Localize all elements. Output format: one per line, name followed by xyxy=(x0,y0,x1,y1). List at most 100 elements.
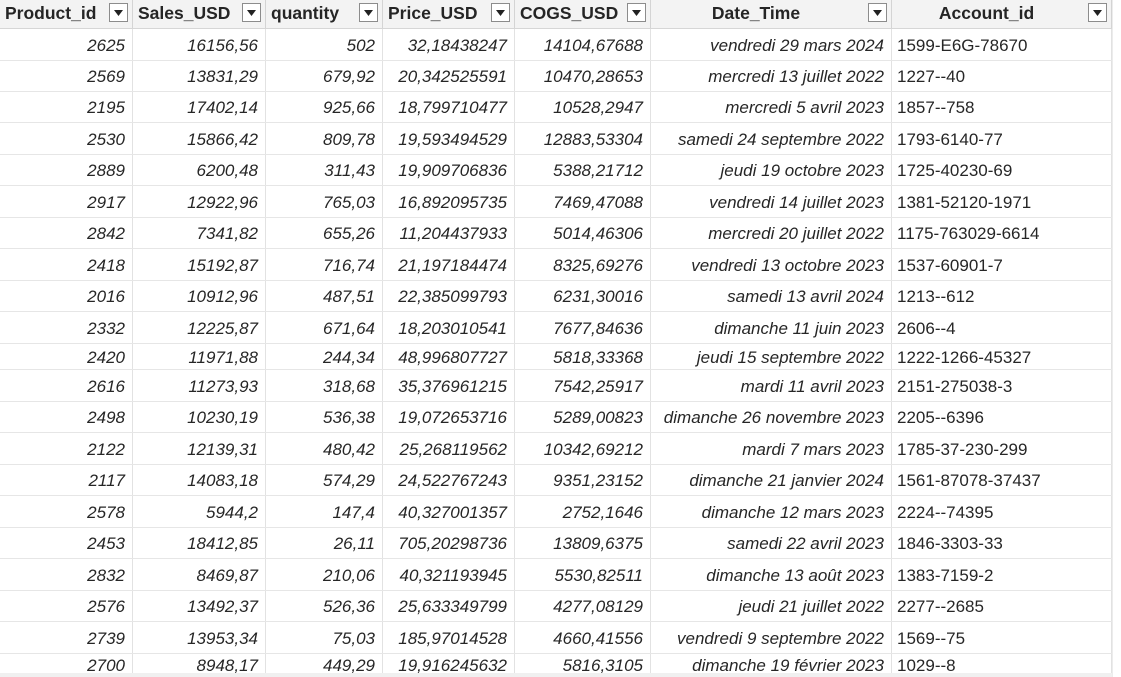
cell-date-time[interactable]: mardi 7 mars 2023 xyxy=(651,433,892,464)
cell-price-usd[interactable]: 18,799710477 xyxy=(383,92,515,122)
cell-quantity[interactable]: 487,51 xyxy=(266,281,383,311)
table-row[interactable]: 2832 8469,87 210,06 40,321193945 5530,82511 d… xyxy=(0,559,1112,591)
cell-product-id[interactable]: 2576 xyxy=(0,591,133,621)
table-row[interactable]: 2016 10912,96 487,51 22,385099793 6231,30016… xyxy=(0,281,1112,312)
cell-account-id[interactable]: 2151-275038-3 xyxy=(892,370,1112,401)
column-header-account-id[interactable]: Account_id xyxy=(892,0,1112,28)
cell-cogs-usd[interactable]: 5014,46306 xyxy=(515,218,651,248)
cell-cogs-usd[interactable]: 4277,08129 xyxy=(515,591,651,621)
table-row[interactable]: 2576 13492,37 526,36 25,633349799 4277,08129… xyxy=(0,591,1112,622)
cell-price-usd[interactable]: 19,593494529 xyxy=(383,123,515,154)
table-row[interactable]: 2332 12225,87 671,64 18,203010541 7677,84636… xyxy=(0,312,1112,344)
cell-account-id[interactable]: 1785-37-230-299 xyxy=(892,433,1112,464)
cell-price-usd[interactable]: 705,20298736 xyxy=(383,528,515,558)
table-row[interactable]: 2625 16156,56 502 32,18438247 14104,67688 ven… xyxy=(0,29,1112,61)
table-row[interactable]: 2195 17402,14 925,66 18,799710477 10528,2947… xyxy=(0,92,1112,123)
column-header-price-usd[interactable]: Price_USD xyxy=(383,0,515,28)
cell-product-id[interactable]: 2917 xyxy=(0,186,133,217)
filter-dropdown-button[interactable] xyxy=(359,3,378,22)
cell-product-id[interactable]: 2530 xyxy=(0,123,133,154)
cell-quantity[interactable]: 318,68 xyxy=(266,370,383,401)
cell-account-id[interactable]: 2277--2685 xyxy=(892,591,1112,621)
cell-sales-usd[interactable]: 11273,93 xyxy=(133,370,266,401)
cell-product-id[interactable]: 2122 xyxy=(0,433,133,464)
column-header-quantity[interactable]: quantity xyxy=(266,0,383,28)
cell-account-id[interactable]: 1222-1266-45327 xyxy=(892,344,1112,369)
cell-product-id[interactable]: 2195 xyxy=(0,92,133,122)
cell-quantity[interactable]: 449,29 xyxy=(266,654,383,675)
cell-product-id[interactable]: 2832 xyxy=(0,559,133,590)
cell-cogs-usd[interactable]: 10342,69212 xyxy=(515,433,651,464)
cell-sales-usd[interactable]: 18412,85 xyxy=(133,528,266,558)
column-header-cogs-usd[interactable]: COGS_USD xyxy=(515,0,651,28)
cell-price-usd[interactable]: 40,321193945 xyxy=(383,559,515,590)
cell-price-usd[interactable]: 19,909706836 xyxy=(383,155,515,185)
cell-product-id[interactable]: 2418 xyxy=(0,249,133,280)
table-row[interactable]: 2842 7341,82 655,26 11,204437933 5014,46306 m… xyxy=(0,218,1112,249)
cell-quantity[interactable]: 809,78 xyxy=(266,123,383,154)
cell-sales-usd[interactable]: 12922,96 xyxy=(133,186,266,217)
table-row[interactable]: 2420 11971,88 244,34 48,996807727 5818,33368… xyxy=(0,344,1112,370)
cell-quantity[interactable]: 75,03 xyxy=(266,622,383,653)
column-header-date-time[interactable]: Date_Time xyxy=(651,0,892,28)
cell-quantity[interactable]: 671,64 xyxy=(266,312,383,343)
cell-sales-usd[interactable]: 10912,96 xyxy=(133,281,266,311)
cell-date-time[interactable]: dimanche 19 février 2023 xyxy=(651,654,892,675)
cell-sales-usd[interactable]: 13831,29 xyxy=(133,61,266,91)
cell-product-id[interactable]: 2842 xyxy=(0,218,133,248)
table-row[interactable]: 2569 13831,29 679,92 20,342525591 10470,2865… xyxy=(0,61,1112,92)
cell-sales-usd[interactable]: 11971,88 xyxy=(133,344,266,369)
cell-date-time[interactable]: vendredi 9 septembre 2022 xyxy=(651,622,892,653)
cell-sales-usd[interactable]: 10230,19 xyxy=(133,402,266,432)
cell-price-usd[interactable]: 22,385099793 xyxy=(383,281,515,311)
cell-price-usd[interactable]: 32,18438247 xyxy=(383,29,515,60)
cell-price-usd[interactable]: 40,327001357 xyxy=(383,496,515,527)
cell-cogs-usd[interactable]: 10528,2947 xyxy=(515,92,651,122)
cell-product-id[interactable]: 2616 xyxy=(0,370,133,401)
cell-product-id[interactable]: 2332 xyxy=(0,312,133,343)
cell-date-time[interactable]: mercredi 13 juillet 2022 xyxy=(651,61,892,91)
cell-cogs-usd[interactable]: 5289,00823 xyxy=(515,402,651,432)
cell-account-id[interactable]: 1381-52120-1971 xyxy=(892,186,1112,217)
cell-sales-usd[interactable]: 17402,14 xyxy=(133,92,266,122)
cell-date-time[interactable]: vendredi 13 octobre 2023 xyxy=(651,249,892,280)
cell-sales-usd[interactable]: 14083,18 xyxy=(133,465,266,495)
cell-product-id[interactable]: 2453 xyxy=(0,528,133,558)
table-row[interactable]: 2122 12139,31 480,42 25,268119562 10342,6921… xyxy=(0,433,1112,465)
cell-cogs-usd[interactable]: 10470,28653 xyxy=(515,61,651,91)
table-row[interactable]: 2700 8948,17 449,29 19,916245632 5816,3105 di… xyxy=(0,654,1112,676)
cell-product-id[interactable]: 2498 xyxy=(0,402,133,432)
table-row[interactable]: 2578 5944,2 147,4 40,327001357 2752,1646 dima… xyxy=(0,496,1112,528)
cell-sales-usd[interactable]: 15192,87 xyxy=(133,249,266,280)
cell-cogs-usd[interactable]: 8325,69276 xyxy=(515,249,651,280)
cell-date-time[interactable]: samedi 24 septembre 2022 xyxy=(651,123,892,154)
cell-cogs-usd[interactable]: 7542,25917 xyxy=(515,370,651,401)
cell-quantity[interactable]: 210,06 xyxy=(266,559,383,590)
cell-product-id[interactable]: 2578 xyxy=(0,496,133,527)
cell-quantity[interactable]: 311,43 xyxy=(266,155,383,185)
table-row[interactable]: 2917 12922,96 765,03 16,892095735 7469,47088… xyxy=(0,186,1112,218)
filter-dropdown-button[interactable] xyxy=(242,3,261,22)
table-row[interactable]: 2418 15192,87 716,74 21,197184474 8325,69276… xyxy=(0,249,1112,281)
cell-price-usd[interactable]: 11,204437933 xyxy=(383,218,515,248)
cell-cogs-usd[interactable]: 14104,67688 xyxy=(515,29,651,60)
cell-account-id[interactable]: 1561-87078-37437 xyxy=(892,465,1112,495)
cell-account-id[interactable]: 2606--4 xyxy=(892,312,1112,343)
cell-quantity[interactable]: 655,26 xyxy=(266,218,383,248)
table-row[interactable]: 2117 14083,18 574,29 24,522767243 9351,23152… xyxy=(0,465,1112,496)
cell-date-time[interactable]: vendredi 14 juillet 2023 xyxy=(651,186,892,217)
cell-date-time[interactable]: vendredi 29 mars 2024 xyxy=(651,29,892,60)
cell-account-id[interactable]: 1537-60901-7 xyxy=(892,249,1112,280)
cell-cogs-usd[interactable]: 2752,1646 xyxy=(515,496,651,527)
cell-account-id[interactable]: 1227--40 xyxy=(892,61,1112,91)
horizontal-scrollbar[interactable] xyxy=(0,673,1112,677)
cell-cogs-usd[interactable]: 5388,21712 xyxy=(515,155,651,185)
cell-cogs-usd[interactable]: 6231,30016 xyxy=(515,281,651,311)
cell-date-time[interactable]: dimanche 21 janvier 2024 xyxy=(651,465,892,495)
cell-date-time[interactable]: mercredi 20 juillet 2022 xyxy=(651,218,892,248)
cell-product-id[interactable]: 2700 xyxy=(0,654,133,675)
filter-dropdown-button[interactable] xyxy=(1088,3,1107,22)
cell-quantity[interactable]: 502 xyxy=(266,29,383,60)
cell-cogs-usd[interactable]: 13809,6375 xyxy=(515,528,651,558)
cell-quantity[interactable]: 26,11 xyxy=(266,528,383,558)
